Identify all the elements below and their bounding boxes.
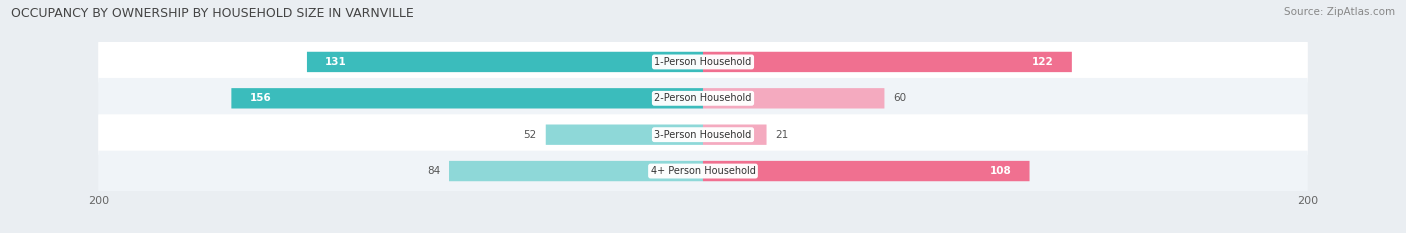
Text: 2-Person Household: 2-Person Household — [654, 93, 752, 103]
Text: 60: 60 — [893, 93, 907, 103]
Text: 131: 131 — [325, 57, 347, 67]
FancyBboxPatch shape — [98, 78, 1308, 119]
FancyBboxPatch shape — [98, 114, 1308, 155]
FancyBboxPatch shape — [703, 52, 1071, 72]
FancyBboxPatch shape — [98, 151, 1308, 192]
FancyBboxPatch shape — [307, 52, 703, 72]
Text: 84: 84 — [427, 166, 440, 176]
FancyBboxPatch shape — [449, 161, 703, 181]
Text: Source: ZipAtlas.com: Source: ZipAtlas.com — [1284, 7, 1395, 17]
Text: OCCUPANCY BY OWNERSHIP BY HOUSEHOLD SIZE IN VARNVILLE: OCCUPANCY BY OWNERSHIP BY HOUSEHOLD SIZE… — [11, 7, 413, 20]
Text: 156: 156 — [249, 93, 271, 103]
Text: 1-Person Household: 1-Person Household — [654, 57, 752, 67]
FancyBboxPatch shape — [703, 88, 884, 109]
Text: 52: 52 — [523, 130, 537, 140]
FancyBboxPatch shape — [703, 161, 1029, 181]
Text: 21: 21 — [776, 130, 789, 140]
Text: 4+ Person Household: 4+ Person Household — [651, 166, 755, 176]
Text: 108: 108 — [990, 166, 1011, 176]
Text: 3-Person Household: 3-Person Household — [654, 130, 752, 140]
Text: 122: 122 — [1032, 57, 1053, 67]
FancyBboxPatch shape — [232, 88, 703, 109]
FancyBboxPatch shape — [546, 124, 703, 145]
FancyBboxPatch shape — [98, 41, 1308, 82]
FancyBboxPatch shape — [703, 124, 766, 145]
